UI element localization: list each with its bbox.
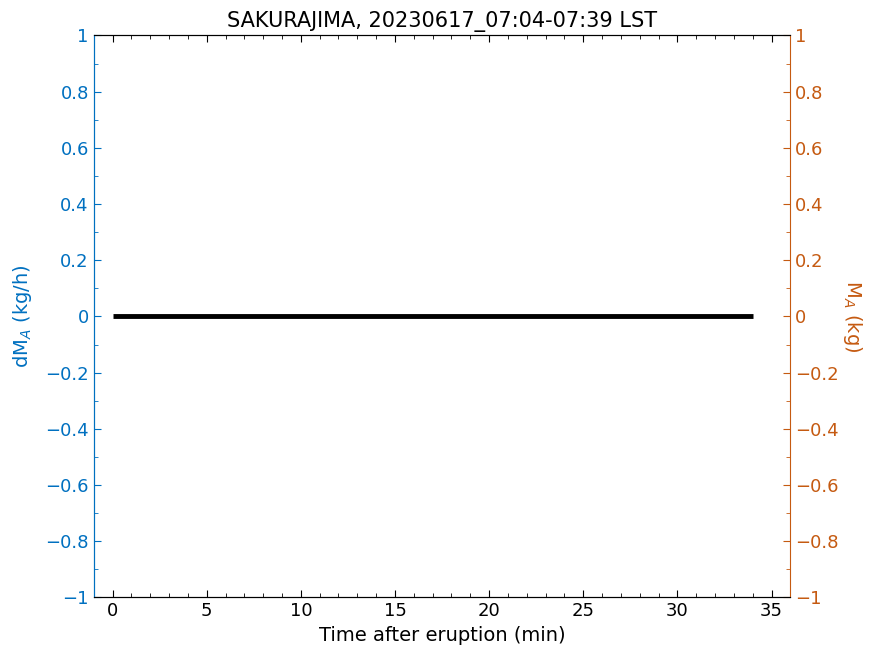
X-axis label: Time after eruption (min): Time after eruption (min) [318, 626, 565, 645]
Y-axis label: dM$_A$ (kg/h): dM$_A$ (kg/h) [11, 264, 34, 368]
Title: SAKURAJIMA, 20230617_07:04-07:39 LST: SAKURAJIMA, 20230617_07:04-07:39 LST [227, 11, 657, 32]
Y-axis label: M$_A$ (kg): M$_A$ (kg) [841, 280, 864, 353]
